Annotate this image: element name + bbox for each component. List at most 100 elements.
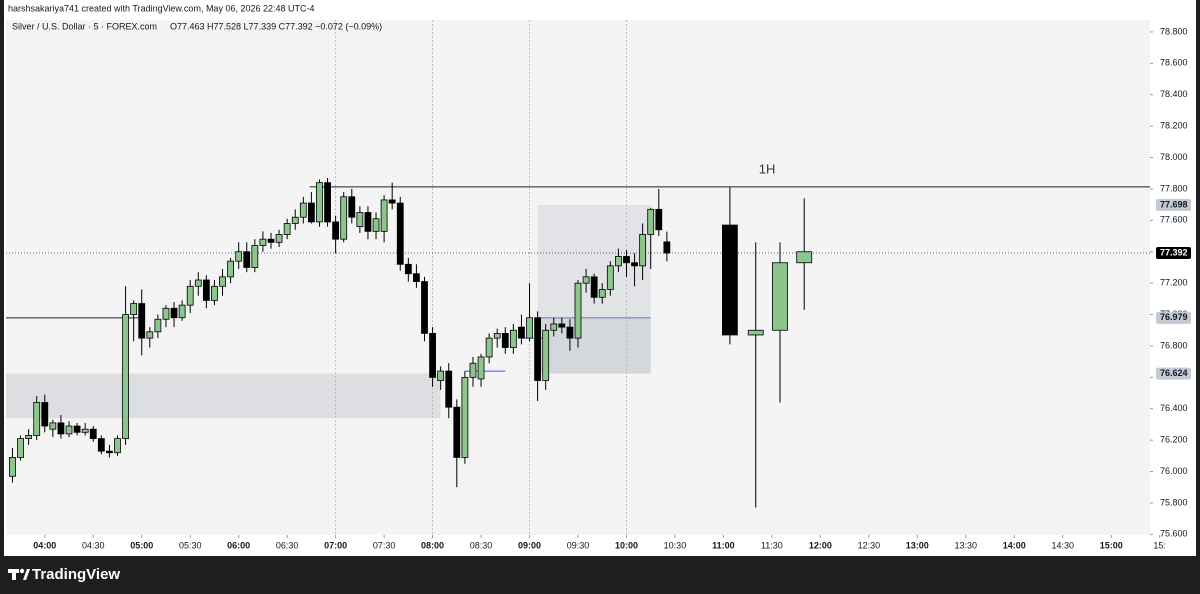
candle-body xyxy=(747,329,764,336)
candle-body xyxy=(130,303,138,315)
candle-body xyxy=(721,224,738,336)
candle-body xyxy=(25,435,33,439)
candle-body xyxy=(49,422,57,430)
x-tick-label: 04:00 xyxy=(33,540,56,550)
candle-body xyxy=(202,279,210,301)
candle-body xyxy=(582,276,590,284)
candle-body xyxy=(243,251,251,268)
candle-body xyxy=(348,196,356,218)
y-tick-label: 76.000 xyxy=(1160,466,1188,476)
ohlc-legend: O77.463 H77.528 L77.339 C77.392 −0.072 (… xyxy=(170,21,382,31)
symbol-legend: Silver / U.S. Dollar · 5 · FOREX.com xyxy=(12,21,157,31)
candle-body xyxy=(445,370,453,408)
x-tick-label: 04:30 xyxy=(82,540,105,550)
candle-body xyxy=(41,402,49,427)
y-tick-label: 78.800 xyxy=(1160,26,1188,36)
candle-body xyxy=(17,438,24,458)
candle-body xyxy=(307,202,315,223)
candle-body xyxy=(380,199,388,232)
candle-body xyxy=(404,263,412,275)
candle-body xyxy=(299,202,307,218)
x-tick-label: 09:00 xyxy=(518,540,541,550)
candle-body xyxy=(477,356,485,380)
x-tick-label: 06:00 xyxy=(227,540,250,550)
candle-body xyxy=(251,245,259,268)
price-label: 76.624 xyxy=(1160,368,1188,378)
x-tick-label: 12:00 xyxy=(809,540,832,550)
x-tick-label: 10:30 xyxy=(664,540,687,550)
x-tick-label: 08:00 xyxy=(421,540,444,550)
candle-body xyxy=(356,212,364,228)
candle-body xyxy=(340,196,348,240)
x-tick-label: 14:30 xyxy=(1051,540,1074,550)
candle-body xyxy=(114,438,121,454)
candle-body xyxy=(526,317,533,339)
candle-body xyxy=(647,208,655,235)
y-tick-label: 75.600 xyxy=(1160,529,1188,539)
candle-body xyxy=(235,251,243,262)
candle-body xyxy=(623,256,630,264)
candle-body xyxy=(73,425,81,433)
y-tick-label: 76.800 xyxy=(1160,340,1188,350)
y-tick-label: 77.200 xyxy=(1160,278,1188,288)
y-tick-label: 75.800 xyxy=(1160,497,1188,507)
candle-body xyxy=(590,276,598,298)
candle-body xyxy=(178,304,186,319)
price-label-bg xyxy=(1156,311,1191,324)
candle-body xyxy=(194,279,202,287)
y-tick-label: 76.400 xyxy=(1160,403,1188,413)
candle-body xyxy=(316,182,323,223)
plot: 1H xyxy=(6,20,1150,535)
candle-body xyxy=(106,450,113,454)
candle-body xyxy=(614,256,622,267)
x-tick-label: 15:00 xyxy=(1100,540,1123,550)
price-label: 77.698 xyxy=(1160,199,1188,209)
candle-body xyxy=(388,199,396,204)
candle-body xyxy=(211,285,218,301)
candle-body xyxy=(493,332,501,339)
x-tick-label: 13:00 xyxy=(906,540,929,550)
candle-body xyxy=(283,223,291,235)
candle-body xyxy=(421,281,428,334)
candle-body xyxy=(9,457,16,477)
x-tick-label: 15: xyxy=(1153,540,1166,550)
x-tick-label: 12:30 xyxy=(858,540,881,550)
candle-body xyxy=(81,428,89,433)
candle-body xyxy=(65,425,73,435)
candle-body xyxy=(332,221,340,240)
x-tick-label: 09:30 xyxy=(567,540,590,550)
price-label-bg xyxy=(1156,247,1191,260)
x-tick-label: 07:30 xyxy=(373,540,396,550)
candle-body xyxy=(501,332,509,348)
candle-body xyxy=(227,260,234,278)
candle-body xyxy=(469,362,477,378)
x-tick-label: 08:30 xyxy=(470,540,493,550)
candle-body xyxy=(606,265,614,290)
header: harshsakariya741 created with TradingVie… xyxy=(8,3,315,13)
candle-body xyxy=(437,370,445,381)
candle-body xyxy=(122,314,129,439)
candle-body xyxy=(566,326,574,339)
price-label: 76.979 xyxy=(1160,312,1188,322)
footer-logo: TradingView xyxy=(32,566,120,583)
candle-body xyxy=(655,208,663,231)
candle-body xyxy=(639,234,647,267)
candle-body xyxy=(33,402,41,436)
price-label-bg xyxy=(1156,367,1191,380)
x-tick-label: 05:30 xyxy=(179,540,202,550)
candle-body xyxy=(550,323,558,331)
x-tick-label: 10:00 xyxy=(615,540,638,550)
candle-body xyxy=(631,262,638,267)
price-axis xyxy=(1150,20,1196,556)
candle-body xyxy=(364,212,372,232)
candle-body xyxy=(324,182,331,223)
y-tick-label: 77.800 xyxy=(1160,183,1188,193)
candle-body xyxy=(542,329,550,381)
candle-body xyxy=(170,307,178,319)
price-label: 77.392 xyxy=(1160,247,1188,257)
candle-body xyxy=(396,202,404,265)
candle-body xyxy=(186,285,194,306)
axes: 75.60075.80076.00076.20076.40076.60076.8… xyxy=(33,26,1191,550)
y-tick-label: 78.200 xyxy=(1160,121,1188,131)
